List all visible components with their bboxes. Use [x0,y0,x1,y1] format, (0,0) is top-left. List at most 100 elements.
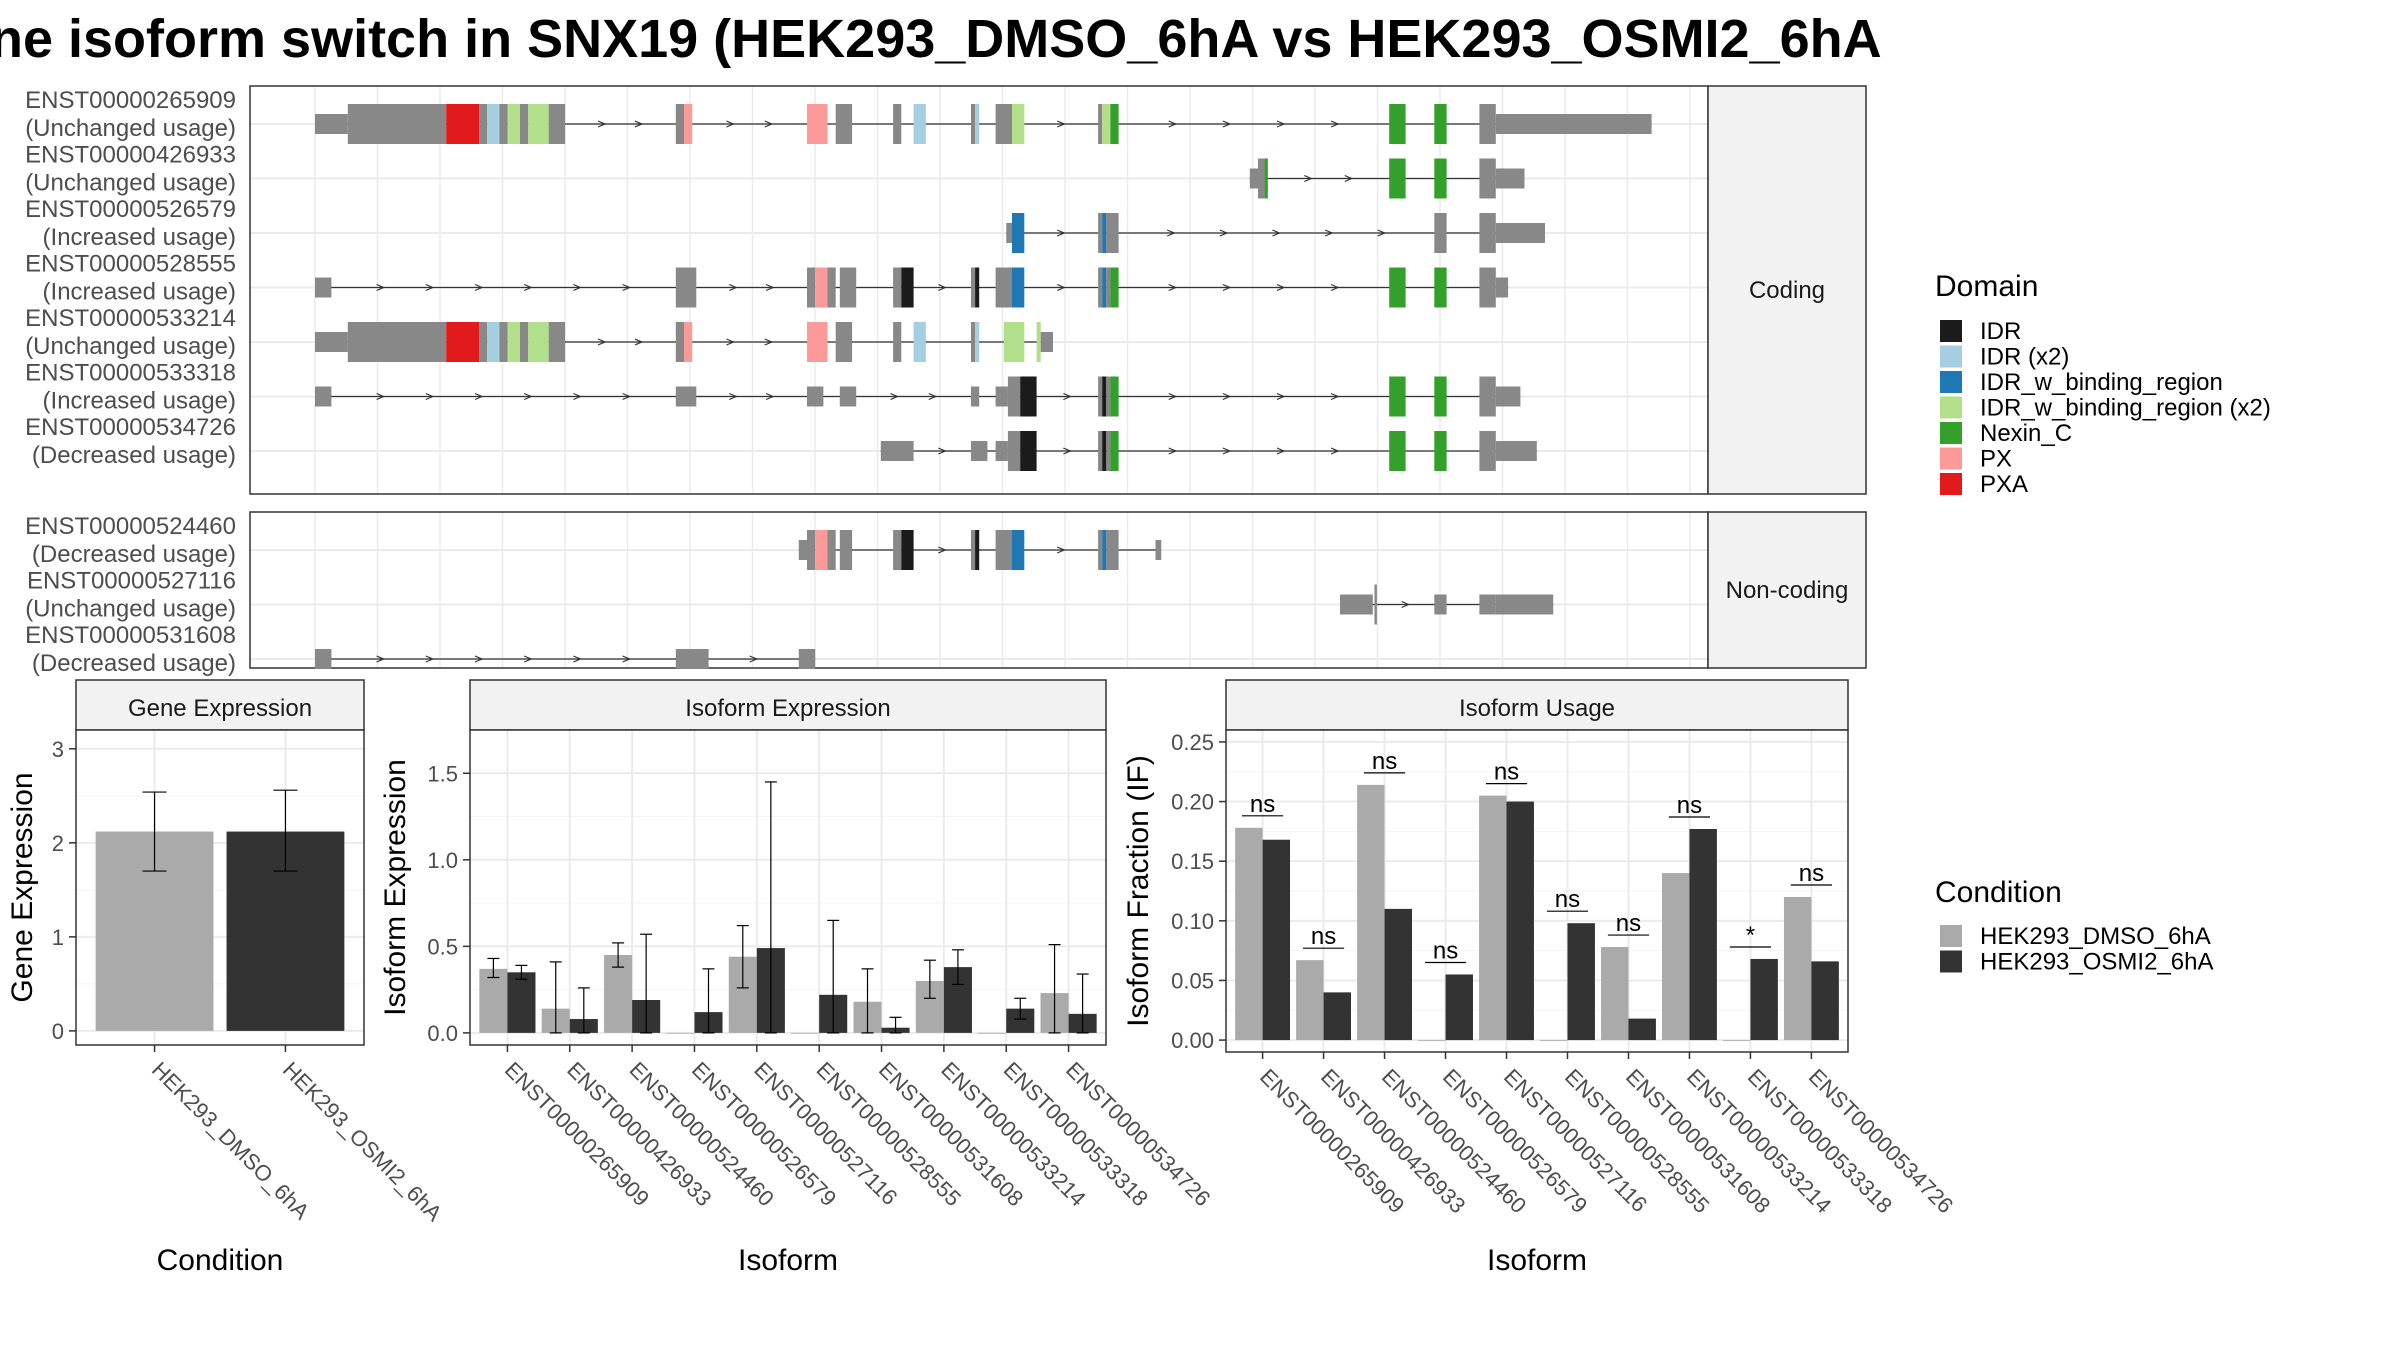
bar [1235,827,1263,1041]
bar [1783,896,1812,1041]
panel-title: Isoform Expression [685,695,890,722]
direction-arrow [474,655,484,663]
direction-arrow [1324,229,1334,237]
y-axis-title: Isoform Fraction (IF) [1122,755,1155,1027]
coding-exon [1106,267,1111,308]
x-axis-title: Isoform [1487,1244,1587,1277]
significance-label: ns [1677,792,1702,819]
domain-idr-w-binding-region-x2- [528,104,549,144]
coding-exon [1479,213,1496,253]
coding-exon [835,104,853,144]
panel-title: Isoform Usage [1459,695,1615,722]
noncoding-strip-label: Non-coding [1726,577,1849,604]
transcript-row: ENST00000531608(Decreased usage) [25,622,816,677]
direction-arrow [1344,174,1354,183]
direction-arrow [1168,447,1178,455]
bar [978,1032,1007,1034]
coding-exon [1434,213,1447,253]
panel-strip [1707,511,1867,669]
y-tick-label: 0.20 [1171,790,1214,815]
significance-label: ns [1372,748,1397,775]
legend-swatch [1940,371,1962,393]
domain-nexin-c [1434,267,1447,308]
coding-exon [520,322,529,362]
direction-arrow [474,392,484,401]
coding-exon [839,267,857,308]
coding-exon [347,104,447,144]
direction-arrow [634,120,644,128]
significance-label: ns [1494,759,1519,786]
significance-label: ns [1616,910,1641,937]
legend-label: PX [1980,446,2012,473]
domain-idr-w-binding-region-x2- [507,104,520,144]
direction-arrow [634,338,644,346]
coding-exon [1479,104,1496,144]
utr-exon [315,114,348,134]
y-tick-label: 0.0 [427,1021,458,1046]
domain-idr-w-binding-region [1102,267,1107,308]
coding-exon [1007,376,1021,417]
coding-exon [479,322,488,362]
direction-arrow [1063,447,1072,455]
domain-nexin-c [1434,158,1447,199]
direction-arrow [1222,283,1232,292]
bar [1662,873,1690,1041]
y-axis-title: Gene Expression [6,772,39,1002]
coding-exon [893,267,902,308]
transcript-row: ENST00000526579(Increased usage) [25,196,1545,253]
domain-nexin-c [1110,376,1119,417]
legend-swatch [1940,950,1962,973]
y-tick-label: 0 [52,1019,64,1044]
domain-nexin-c [1389,376,1406,417]
transcript-row: ENST00000533214(Unchanged usage) [25,305,1053,362]
bar [1418,1040,1446,1041]
legend-swatch [1940,345,1962,368]
direction-arrow [1063,392,1072,401]
coding-exon [1106,431,1111,471]
direction-arrow [1222,120,1232,128]
y-tick-label: 3 [52,737,64,762]
direction-arrow [474,283,484,292]
significance-label: ns [1250,791,1275,818]
utr-exon [807,386,824,407]
utr-exon [675,386,697,407]
direction-arrow [523,392,533,401]
y-tick-label: 0.5 [427,934,458,959]
direction-arrow [573,392,582,401]
domain-idr-w-binding-region-x2- [1102,104,1111,144]
transcript-usage-label: (Decreased usage) [32,650,236,677]
panel-strip [75,679,365,731]
direction-arrow [726,120,735,128]
bar [507,972,536,1033]
transcript-usage-label: (Unchanged usage) [25,596,236,623]
direction-arrow [726,338,735,346]
significance-label: ns [1799,860,1824,887]
direction-arrow [523,655,533,663]
direction-arrow [765,283,775,292]
domain-idr-x2- [487,322,500,362]
transcript-row: ENST00000426933(Unchanged usage) [25,142,1525,199]
domain-nexin-c [1110,267,1119,308]
utr-exon [971,441,988,461]
transcript-id-label: ENST00000527116 [27,568,236,595]
coding-exon [971,530,976,570]
coding-exon [893,322,902,362]
domain-idr-x2- [975,322,980,362]
utr-exon [798,649,816,669]
bar [1628,1018,1656,1041]
domain-idr-w-binding-region-x2- [1012,104,1025,144]
panel-border [75,729,365,1046]
direction-arrow [622,283,632,292]
coding-exon [1098,431,1103,471]
legend-swatch [1940,422,1962,444]
direction-arrow [1056,120,1066,128]
direction-arrow [1330,447,1340,455]
coding-exon [499,104,508,144]
coding-exon [995,267,1012,308]
transcript-id-label: ENST00000534726 [25,414,236,441]
domain-px [684,322,693,362]
transcript-id-label: ENST00000528555 [25,251,236,278]
domain-px [815,267,828,308]
coding-exon [1098,530,1103,570]
direction-arrow [764,120,774,128]
